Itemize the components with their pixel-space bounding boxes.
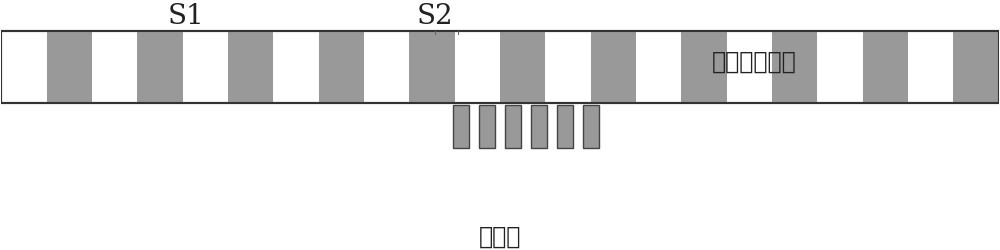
Bar — [557, 106, 573, 149]
Text: 霍尔元件阵列: 霍尔元件阵列 — [712, 49, 797, 73]
Bar — [500, 32, 545, 104]
Bar — [453, 106, 469, 149]
Bar — [591, 32, 636, 104]
Bar — [479, 106, 495, 149]
Bar — [505, 106, 521, 149]
Bar — [953, 32, 999, 104]
Bar — [681, 32, 727, 104]
Bar — [409, 32, 455, 104]
Bar — [583, 106, 599, 149]
Bar — [531, 106, 547, 149]
Text: S2: S2 — [417, 3, 453, 30]
Text: S1: S1 — [167, 3, 204, 30]
Bar — [47, 32, 92, 104]
Bar — [772, 32, 817, 104]
Bar — [228, 32, 273, 104]
Bar — [1, 32, 999, 104]
Bar — [863, 32, 908, 104]
Bar — [137, 32, 183, 104]
Text: 磁栅尺: 磁栅尺 — [479, 224, 521, 248]
Bar — [319, 32, 364, 104]
Bar — [1, 32, 999, 104]
